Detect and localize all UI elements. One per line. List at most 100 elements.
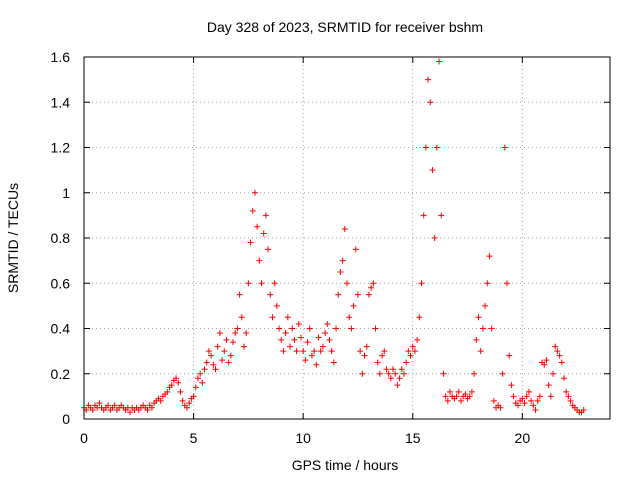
data-point <box>427 99 434 106</box>
data-point <box>534 397 541 404</box>
data-point <box>335 291 342 298</box>
data-point <box>249 207 256 214</box>
data-point <box>210 361 217 368</box>
data-point <box>267 291 274 298</box>
data-point <box>372 325 379 332</box>
data-point <box>350 302 357 309</box>
x-tick-label: 0 <box>80 430 88 446</box>
data-point <box>179 397 186 404</box>
data-point <box>530 402 537 409</box>
data-point <box>256 257 263 264</box>
data-point <box>177 388 184 395</box>
data-point <box>271 280 278 287</box>
data-point <box>313 361 320 368</box>
data-point <box>565 393 572 400</box>
data-point <box>308 352 315 359</box>
data-point <box>414 336 421 343</box>
x-axis-title: GPS time / hours <box>292 457 399 473</box>
data-point <box>556 352 563 359</box>
data-point <box>387 375 394 382</box>
data-point <box>194 375 201 382</box>
data-point <box>186 400 193 407</box>
data-point <box>337 268 344 275</box>
data-point <box>418 280 425 287</box>
data-point <box>96 400 103 407</box>
x-tick-label: 15 <box>405 430 421 446</box>
data-point <box>173 375 180 382</box>
data-point <box>444 397 451 404</box>
data-point <box>227 352 234 359</box>
data-point <box>245 280 252 287</box>
data-point <box>390 366 397 373</box>
data-point <box>405 348 412 355</box>
data-point <box>429 167 436 174</box>
data-point <box>365 291 372 298</box>
data-point <box>473 336 480 343</box>
data-point <box>558 359 565 366</box>
data-point <box>503 280 510 287</box>
data-point <box>453 393 460 400</box>
data-point <box>400 370 407 377</box>
data-point <box>289 325 296 332</box>
data-point <box>455 388 462 395</box>
y-axis-title: SRMTID / TECUs <box>5 183 21 293</box>
data-point <box>381 348 388 355</box>
data-point <box>525 388 532 395</box>
data-point <box>521 400 528 407</box>
data-point <box>326 336 333 343</box>
data-point <box>411 348 418 355</box>
data-point <box>466 393 473 400</box>
plot-frame <box>83 56 611 420</box>
data-point <box>431 235 438 241</box>
x-tick-label: 10 <box>295 430 311 446</box>
data-point <box>144 406 151 413</box>
data-point <box>306 325 313 332</box>
data-point <box>403 359 410 366</box>
grid <box>84 57 610 419</box>
data-point <box>532 406 539 413</box>
data-point <box>523 393 530 400</box>
data-point <box>240 343 247 350</box>
data-point <box>552 343 559 350</box>
data-point <box>247 239 254 246</box>
data-point <box>293 348 300 355</box>
data-point <box>484 280 491 287</box>
data-point <box>479 325 486 332</box>
data-point <box>282 330 289 337</box>
data-point <box>168 382 175 389</box>
data-point <box>234 325 241 332</box>
data-point <box>344 280 350 287</box>
data-point <box>475 314 482 321</box>
data-point <box>219 357 226 364</box>
data-point <box>276 325 283 332</box>
data-point <box>506 352 513 359</box>
data-point <box>368 284 375 291</box>
x-tick-label: 20 <box>515 430 531 446</box>
data-point <box>243 330 250 337</box>
data-point <box>297 334 304 341</box>
data-point <box>260 230 267 237</box>
data-point <box>560 375 567 382</box>
data-point <box>363 343 370 350</box>
data-point <box>232 330 239 337</box>
data-point <box>447 388 454 395</box>
data-point <box>216 330 223 337</box>
data-point <box>304 339 311 346</box>
data-point <box>251 189 258 196</box>
data-point <box>528 397 535 404</box>
data-point <box>359 370 366 377</box>
axis-ticks: 0 0.2 0.4 0.6 0.8 1 1.2 1.4 1.6 0 5 10 15 20 <box>51 49 610 446</box>
data-point <box>265 246 272 253</box>
data-point <box>291 336 298 343</box>
data-point <box>238 314 245 321</box>
data-point <box>510 393 517 400</box>
data-point <box>407 352 414 359</box>
data-point <box>438 212 445 219</box>
data-point <box>284 314 291 321</box>
data-point <box>385 370 392 377</box>
data-point <box>563 388 570 395</box>
data-point <box>457 397 464 404</box>
data-point <box>374 359 381 366</box>
data-point <box>501 144 508 151</box>
